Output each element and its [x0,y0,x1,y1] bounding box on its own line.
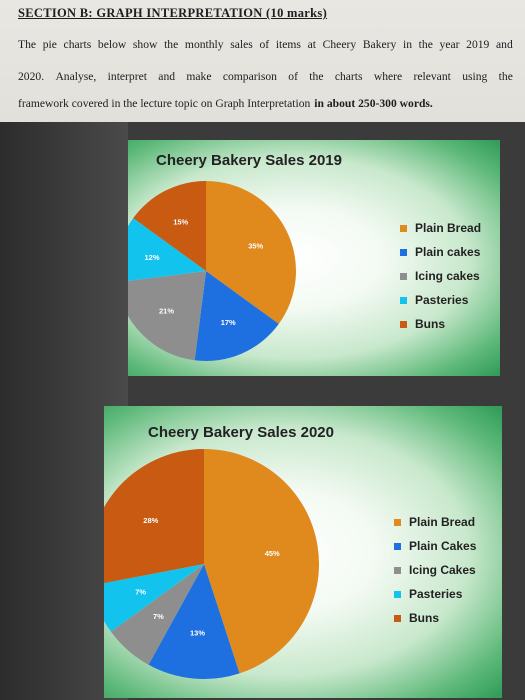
legend-item: Plain cakes [400,240,481,264]
legend-swatch [400,248,407,256]
instruction-text: framework covered in the lecture topic o… [18,97,311,110]
instruction-word: the [418,38,433,51]
instruction-line-3: framework covered in the lecture topic o… [18,97,513,110]
legend-item: Plain Cakes [394,534,476,558]
pie-slice-pasteries [104,564,204,632]
pie-slice-plain-bread [204,449,319,674]
slice-label: 15% [173,217,188,226]
question-sheet: SECTION B: GRAPH INTERPRETATION (10 mark… [0,0,525,122]
legend-item: Buns [400,312,481,336]
pie-slice-plain-cakes [194,271,279,361]
legend-swatch [400,296,407,304]
pie-slice-buns [133,181,206,271]
instruction-word: charts [63,38,92,51]
legend-label: Icing Cakes [409,563,476,577]
legend-item: Plain Bread [394,510,476,534]
instruction-word: the [498,70,513,83]
instruction-word: and [158,70,176,83]
legend-item: Buns [394,606,476,630]
legend-label: Plain Cakes [409,539,477,553]
legend-swatch [394,518,401,526]
instruction-word: where [373,70,403,83]
chart-title-2020: Cheery Bakery Sales 2020 [148,424,334,441]
legend-label: Plain Bread [415,221,482,235]
pie-slice-pasteries [128,218,206,281]
instruction-word: Bakery [362,38,397,51]
instruction-word: and [496,38,513,51]
legend-swatch [400,272,407,280]
instruction-word: year [439,38,460,51]
slice-label: 28% [143,516,158,525]
pie-slice-buns [104,449,204,584]
instruction-word: of [288,70,298,83]
instruction-word: using [462,70,488,83]
instruction-word: in [402,38,412,51]
legend-swatch [394,542,401,550]
instruction-line-1: The pie charts below show the monthly sales of it… [18,38,513,51]
slice-label: 7% [153,612,164,621]
instruction-word: 2019 [466,38,490,51]
pie-slice-icing-cakes [128,271,206,361]
instruction-word: make [186,70,212,83]
pie-slice-icing-cakes [110,564,204,665]
instruction-word: comparison [222,70,277,83]
instruction-word: relevant [413,70,451,83]
slice-label: 21% [159,307,174,316]
pie-slice-plain-cakes [148,564,240,680]
legend-label: Plain cakes [415,245,481,259]
instruction-word: show [132,38,158,51]
section-title: SECTION B: GRAPH INTERPRETATION (10 mark… [18,6,328,20]
legend-item: Icing Cakes [394,558,476,582]
legend-item: Plain Bread [400,216,481,240]
instruction-word: Cheery [322,38,357,51]
instruction-word: sales [230,38,253,51]
legend-item: Pasteries [400,288,481,312]
slice-label: 7% [135,587,146,596]
chart-title-2019: Cheery Bakery Sales 2019 [156,152,342,169]
instruction-word: monthly [184,38,224,51]
slice-label: 13% [190,629,205,638]
legend-2020: Plain Bread Plain Cakes Icing Cakes Pasteri… [394,510,476,630]
legend-swatch [400,224,407,232]
legend-label: Plain Bread [409,515,476,529]
instruction-word: Analyse, [55,70,97,83]
chart-panel-2019: Cheery Bakery Sales 2019 35% 17% 21% 12% 15%… [128,140,500,376]
instruction-word: interpret [107,70,147,83]
legend-swatch [394,614,401,622]
instruction-word: The [18,38,37,51]
legend-label: Buns [409,611,439,625]
legend-2019: Plain Bread Plain cakes Icing cakes Pasteri… [400,216,481,336]
legend-label: Pasteries [415,293,469,307]
legend-label: Pasteries [409,587,463,601]
instruction-word: 2020. [18,70,45,83]
legend-swatch [400,320,407,328]
legend-item: Icing cakes [400,264,481,288]
pie-chart-2020: 45% 13% 7% 7% 28% [104,449,319,680]
instruction-line-2: 2020. Analyse, interpret and make comparison o… [18,70,513,83]
instruction-word: at [307,38,316,51]
chart-panel-2020: Cheery Bakery Sales 2020 45% 13% 7% 7% 28% P… [104,406,502,698]
slice-label: 35% [248,242,263,251]
instruction-word: charts [334,70,363,83]
instruction-word: of [259,38,270,51]
slice-label: 12% [144,253,159,262]
instruction-word: pie [42,38,57,51]
legend-label: Buns [415,317,445,331]
legend-swatch [394,566,401,574]
slice-label: 17% [221,318,236,327]
pie-chart-2019: 35% 17% 21% 12% 15% [128,181,296,361]
instruction-word: the [309,70,324,83]
legend-swatch [394,590,401,598]
instruction-word: the [164,38,179,51]
instruction-word: items [275,38,301,51]
pie-slice-plain-bread [206,181,296,324]
instruction-word: below [97,38,127,51]
slice-label: 45% [265,549,280,558]
legend-label: Icing cakes [415,269,480,283]
word-count-requirement: in about 250-300 words. [314,97,433,110]
legend-item: Pasteries [394,582,476,606]
